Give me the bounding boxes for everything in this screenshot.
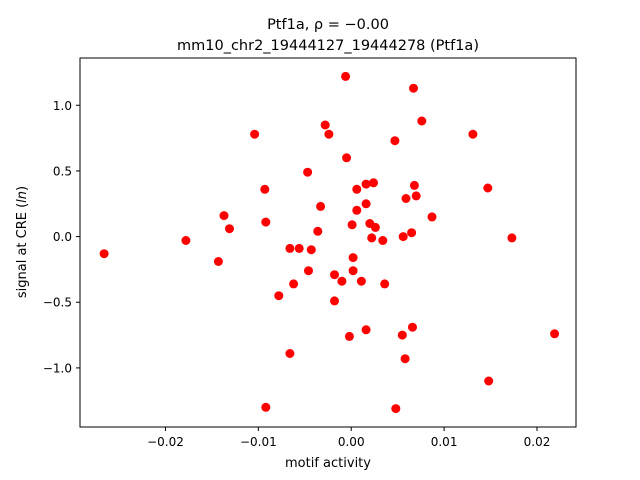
data-point-16 — [304, 266, 313, 276]
data-point-52 — [409, 180, 419, 190]
data-point-15 — [303, 167, 313, 177]
plot-frame — [79, 57, 577, 428]
data-point-28 — [347, 220, 357, 230]
data-point-30 — [348, 266, 358, 276]
data-point-48 — [401, 194, 411, 203]
y-axis-label-italic: ln — [15, 191, 30, 203]
y-tick-label: −0.5 — [43, 296, 72, 310]
data-point-56 — [468, 129, 478, 139]
data-point-35 — [361, 179, 371, 189]
data-point-14 — [294, 243, 304, 253]
data-point-36 — [361, 325, 371, 335]
data-point-59 — [507, 233, 517, 243]
data-point-32 — [352, 205, 362, 215]
plot-area — [79, 57, 577, 428]
data-point-42 — [380, 279, 390, 289]
data-point-9 — [261, 402, 271, 412]
data-point-18 — [313, 226, 323, 236]
data-point-45 — [397, 330, 407, 340]
x-axis-ticks: −0.02 −0.01 0.00 0.01 0.02 — [147, 427, 550, 449]
x-tick-label: −0.01 — [240, 435, 277, 449]
data-point-23 — [330, 296, 339, 306]
y-tick-label: 0.0 — [53, 230, 72, 244]
data-point-53 — [411, 191, 421, 201]
y-axis-ticks: −1.0 −0.5 0.0 0.5 1.0 — [43, 99, 80, 375]
data-point-6 — [250, 129, 260, 139]
data-point-49 — [407, 228, 417, 238]
data-point-26 — [342, 153, 352, 163]
data-point-3 — [213, 257, 223, 266]
data-point-55 — [427, 212, 437, 222]
data-point-21 — [324, 129, 334, 139]
data-point-17 — [306, 245, 316, 255]
data-point-58 — [484, 376, 494, 386]
y-axis-label-main: signal at CRE ( — [15, 203, 30, 298]
chart-title-line2: mm10_chr2_19444127_19444278 (Ptf1a) — [177, 38, 479, 54]
y-axis-label: signal at CRE (ln) — [15, 186, 30, 298]
data-point-54 — [417, 116, 427, 126]
y-tick-label: 0.5 — [53, 164, 72, 178]
data-point-24 — [337, 276, 347, 286]
y-tick-label: 1.0 — [53, 99, 72, 113]
data-point-29 — [348, 253, 358, 263]
data-point-19 — [316, 201, 326, 211]
data-point-2 — [181, 236, 191, 245]
data-point-31 — [352, 184, 362, 194]
data-point-40 — [370, 222, 380, 232]
y-axis-label-close: ) — [15, 186, 30, 191]
data-point-51 — [409, 83, 418, 93]
data-point-44 — [391, 404, 401, 414]
x-axis-label: motif activity — [285, 456, 371, 471]
data-point-25 — [341, 71, 351, 81]
chart-title-line1: Ptf1a, ρ = −0.00 — [267, 17, 389, 33]
x-tick-label: 0.00 — [338, 435, 365, 449]
data-point-22 — [330, 270, 339, 280]
data-point-34 — [361, 199, 371, 209]
data-point-27 — [344, 331, 354, 341]
data-point-20 — [320, 120, 330, 130]
x-tick-label: −0.02 — [147, 435, 184, 449]
data-point-43 — [390, 136, 400, 146]
y-tick-label: −1.0 — [43, 361, 72, 375]
plot-background — [80, 58, 576, 427]
data-point-7 — [260, 184, 270, 194]
data-point-4 — [219, 211, 229, 221]
data-point-11 — [285, 243, 295, 253]
data-point-8 — [261, 217, 271, 227]
data-point-10 — [274, 291, 284, 301]
data-point-41 — [378, 236, 388, 245]
data-point-38 — [367, 233, 377, 243]
data-point-47 — [400, 354, 410, 364]
data-point-46 — [398, 232, 408, 242]
data-point-13 — [289, 279, 299, 289]
data-point-12 — [285, 349, 295, 358]
data-point-5 — [225, 224, 234, 234]
data-point-57 — [483, 183, 493, 193]
data-point-60 — [550, 329, 560, 339]
data-point-50 — [408, 322, 417, 332]
data-points — [99, 71, 560, 414]
data-point-1 — [99, 249, 109, 259]
data-point-33 — [356, 276, 366, 286]
data-point-39 — [369, 178, 378, 188]
x-tick-label: 0.02 — [524, 435, 551, 449]
x-tick-label: 0.01 — [431, 435, 458, 449]
